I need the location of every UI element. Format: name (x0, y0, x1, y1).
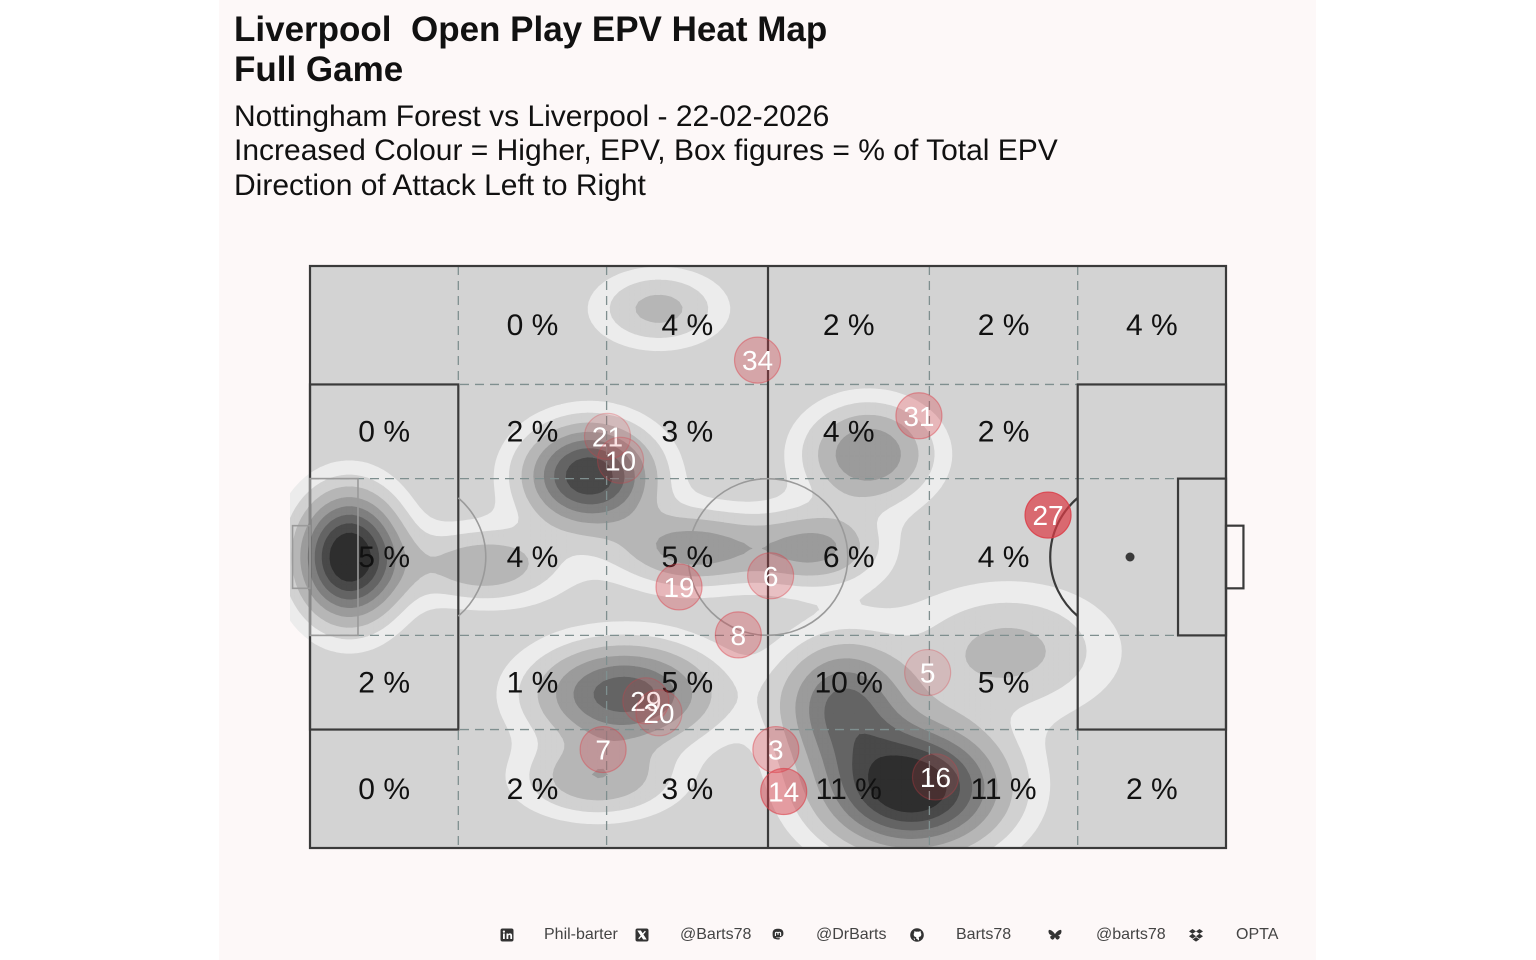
zone-label-11: 5 % (358, 541, 410, 574)
dropbox-icon (1188, 927, 1204, 943)
player-number-21: 21 (592, 421, 623, 452)
zone-label-5: 4 % (1126, 309, 1178, 342)
zone-label-7: 2 % (507, 416, 559, 449)
density-level-8 (329, 532, 947, 813)
zone-label-21: 0 % (358, 773, 410, 806)
player-dot-6 (747, 552, 795, 600)
player-marker-19: 19 (655, 563, 703, 611)
player-marker-6: 6 (747, 552, 795, 600)
x-twitter-icon (634, 927, 650, 943)
chart-title-line2: Full Game (234, 50, 404, 89)
player-number-19: 19 (663, 572, 694, 603)
player-marker-20: 20 (635, 689, 683, 737)
player-number-20: 20 (643, 698, 674, 729)
zone-label-18: 5 % (661, 666, 713, 699)
player-dot-8 (714, 611, 762, 659)
player-number-14: 14 (768, 777, 799, 808)
player-dot-7 (579, 725, 627, 774)
player-dot-14 (760, 767, 808, 816)
player-dot-10 (596, 436, 645, 484)
player-dot-5 (904, 648, 952, 697)
player-marker-10: 10 (596, 436, 645, 484)
chart-subtitle-line2: Increased Colour = Higher, EPV, Box figu… (234, 134, 1058, 167)
player-number-5: 5 (920, 658, 936, 689)
footer-credit-1: Phil-barter (544, 926, 618, 943)
zone-label-14: 6 % (823, 541, 875, 574)
player-dot-20 (635, 689, 683, 737)
zone-label-23: 3 % (661, 773, 713, 806)
player-dot-19 (655, 563, 703, 611)
zone-label-12: 4 % (507, 541, 559, 574)
zone-label-13: 5 % (661, 541, 713, 574)
right-penalty-spot (1125, 552, 1135, 562)
left-penalty-arc (457, 497, 487, 617)
player-dot-21 (583, 412, 632, 460)
zone-label-26: 2 % (1126, 773, 1178, 806)
right-goal (1224, 524, 1245, 590)
footer-credit-6: OPTA (1236, 926, 1279, 943)
player-dot-31 (895, 392, 943, 440)
player-marker-14: 14 (760, 767, 808, 816)
player-marker-7: 7 (579, 725, 627, 774)
zone-label-1: 0 % (507, 309, 559, 342)
player-marker-8: 8 (714, 611, 762, 659)
chart-title-line1: Liverpool Open Play EPV Heat Map (234, 10, 828, 49)
player-dot-27 (1024, 491, 1072, 539)
player-marker-34: 34 (733, 336, 782, 384)
footer-credit-4: Barts78 (956, 926, 1012, 943)
player-marker-27: 27 (1024, 491, 1072, 539)
player-marker-29: 29 (622, 677, 670, 725)
player-number-29: 29 (630, 686, 661, 717)
player-number-6: 6 (763, 561, 779, 592)
left-goal (291, 524, 311, 590)
player-number-3: 3 (768, 735, 784, 766)
footer-credit-3: @DrBarts (816, 926, 887, 943)
zone-label-4: 2 % (978, 309, 1030, 342)
player-marker-5: 5 (904, 648, 952, 697)
player-marker-31: 31 (895, 392, 943, 440)
player-number-16: 16 (920, 762, 951, 793)
player-marker-16: 16 (911, 753, 960, 801)
chart-subtitle-line3: Direction of Attack Left to Right (234, 169, 646, 202)
zone-label-2: 4 % (661, 309, 713, 342)
player-number-10: 10 (605, 445, 636, 476)
bluesky-icon (1047, 927, 1063, 943)
player-marker-3: 3 (752, 725, 800, 774)
zone-label-17: 1 % (507, 666, 559, 699)
zone-label-22: 2 % (507, 773, 559, 806)
player-number-31: 31 (903, 401, 934, 432)
zone-label-6: 0 % (358, 416, 410, 449)
github-icon (909, 927, 925, 943)
player-number-7: 7 (595, 735, 611, 766)
player-dot-34 (733, 336, 782, 384)
zone-label-20: 5 % (978, 666, 1030, 699)
zone-label-16: 2 % (358, 666, 410, 699)
mastodon-icon (770, 927, 786, 943)
player-marker-21: 21 (583, 412, 632, 460)
player-dot-3 (752, 725, 800, 774)
zone-label-10: 2 % (978, 416, 1030, 449)
player-number-34: 34 (742, 345, 773, 376)
linkedin-icon (499, 927, 515, 943)
zone-label-24: 11 % (816, 773, 882, 806)
player-number-27: 27 (1032, 500, 1063, 531)
zone-label-19: 10 % (814, 666, 882, 699)
zone-percent-labels: 0 % 4 % 2 % 2 % 4 % 0 % 2 % 3 % 4 % 2 % 5 % 4 % 5 % 6… (358, 309, 1177, 806)
zone-label-15: 4 % (978, 541, 1030, 574)
footer-credit-2: @Barts78 (680, 926, 752, 943)
centre-circle (687, 477, 849, 637)
zone-label-3: 2 % (823, 309, 875, 342)
chart-subtitle-line1: Nottingham Forest vs Liverpool - 22-02-2… (234, 100, 830, 133)
footer-credit-5: @barts78 (1096, 926, 1166, 943)
player-dot-16 (911, 753, 960, 801)
zone-label-9: 4 % (823, 416, 875, 449)
zone-label-8: 3 % (661, 416, 713, 449)
zone-label-25: 11 % (970, 773, 1036, 806)
player-number-8: 8 (731, 620, 747, 651)
player-dot-29 (622, 677, 670, 725)
